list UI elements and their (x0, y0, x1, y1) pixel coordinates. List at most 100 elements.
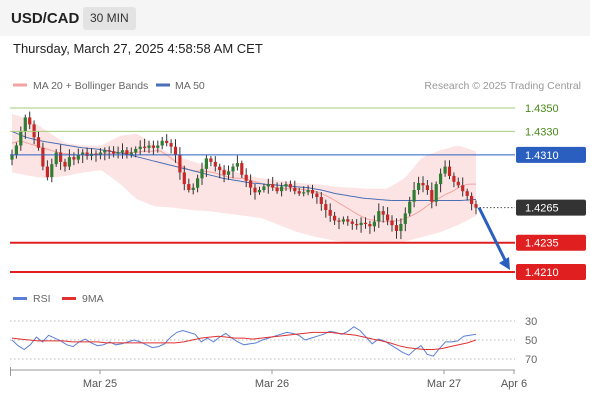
candle (381, 206, 385, 223)
candle (412, 182, 416, 208)
timeframe-badge[interactable]: 30 MIN (83, 7, 136, 30)
ma50-legend-swatch (156, 83, 170, 87)
rsi-legend-label: RSI (33, 293, 51, 305)
candle-body (213, 161, 217, 167)
candle-body (156, 145, 160, 148)
candle (328, 203, 332, 222)
candle (19, 126, 23, 151)
candle-body (218, 166, 222, 171)
candle (249, 174, 253, 196)
current-price-tag (516, 199, 586, 216)
candle-body (306, 190, 310, 193)
candle-body (191, 187, 195, 190)
candle-body (147, 145, 151, 148)
candle-body (94, 153, 98, 155)
candle-body (112, 151, 116, 154)
candle (452, 172, 456, 188)
candle (253, 184, 257, 200)
candle (125, 147, 129, 159)
candle (41, 142, 45, 171)
candle (240, 160, 244, 178)
candle-body (23, 117, 27, 132)
candle-body (107, 150, 111, 152)
candle (36, 131, 41, 151)
candle (222, 165, 226, 183)
candle-body (41, 147, 45, 167)
candle (443, 160, 447, 177)
candle-body (372, 221, 376, 227)
candle-body (434, 184, 438, 202)
pivot-label: 1.4310 (525, 150, 559, 162)
symbol-label: USD/CAD (11, 10, 80, 27)
candle (112, 146, 116, 158)
resistance-label: 1.4350 (525, 103, 559, 115)
candle (169, 139, 173, 154)
rsi-ma-legend-label: 9MA (82, 293, 104, 305)
candle-body (381, 211, 385, 215)
candle (244, 168, 248, 188)
candle (266, 178, 270, 194)
ma50-legend-label: MA 50 (175, 80, 205, 92)
candle (182, 165, 186, 191)
candle (319, 192, 323, 211)
candle-body (474, 204, 478, 208)
candle-body (280, 186, 284, 192)
candle (187, 178, 191, 193)
rsi-ma-legend-swatch (62, 297, 76, 300)
candle (390, 215, 394, 232)
rsi-tick-label: 70 (525, 354, 537, 366)
candle-body (28, 117, 32, 125)
candle-body (350, 221, 354, 224)
rsi-ma-line (11, 331, 477, 350)
candle (134, 146, 138, 158)
candle (107, 146, 111, 159)
support-label: 1.4210 (525, 267, 559, 279)
candle (280, 182, 284, 197)
candle-body (302, 192, 306, 194)
candle (434, 181, 438, 207)
candle-body (341, 219, 345, 222)
candle-body (81, 152, 85, 155)
current-price-label: 1.4265 (525, 203, 559, 215)
rsi-tick-label: 30 (525, 316, 537, 328)
candle-body (456, 181, 460, 186)
candle-body (169, 143, 173, 147)
candle-body (297, 191, 301, 194)
candle-body (72, 157, 76, 160)
candle-body (54, 152, 58, 165)
candle-body (222, 170, 226, 175)
candle (14, 142, 18, 159)
candle-body (151, 145, 155, 148)
candle-body (386, 214, 390, 221)
candle-body (271, 184, 275, 188)
candle-body (160, 140, 164, 146)
candle (213, 156, 217, 172)
candle-body (63, 161, 67, 167)
candle-body (103, 150, 107, 153)
candle-body (399, 224, 403, 231)
candle-body (10, 154, 14, 160)
candle (363, 217, 368, 229)
support-label: 1.4235 (525, 238, 559, 250)
candle-body (368, 224, 372, 227)
candle-body (19, 131, 23, 146)
candle (67, 149, 71, 170)
candle (377, 203, 381, 228)
candle (293, 180, 297, 195)
candle (456, 177, 460, 188)
candle-body (403, 213, 407, 224)
candle-body (430, 190, 434, 202)
candle (23, 114, 27, 139)
candle (76, 148, 80, 164)
candle-body (443, 166, 447, 174)
candle-body (85, 152, 89, 156)
candle (165, 134, 169, 147)
support-tag (516, 234, 586, 251)
candle-body (125, 150, 129, 155)
candle (399, 218, 403, 240)
candle-body (359, 222, 363, 226)
candle (226, 165, 231, 180)
candle-body (266, 184, 270, 187)
bb-legend-label: MA 20 + Bollinger Bands (33, 80, 148, 92)
